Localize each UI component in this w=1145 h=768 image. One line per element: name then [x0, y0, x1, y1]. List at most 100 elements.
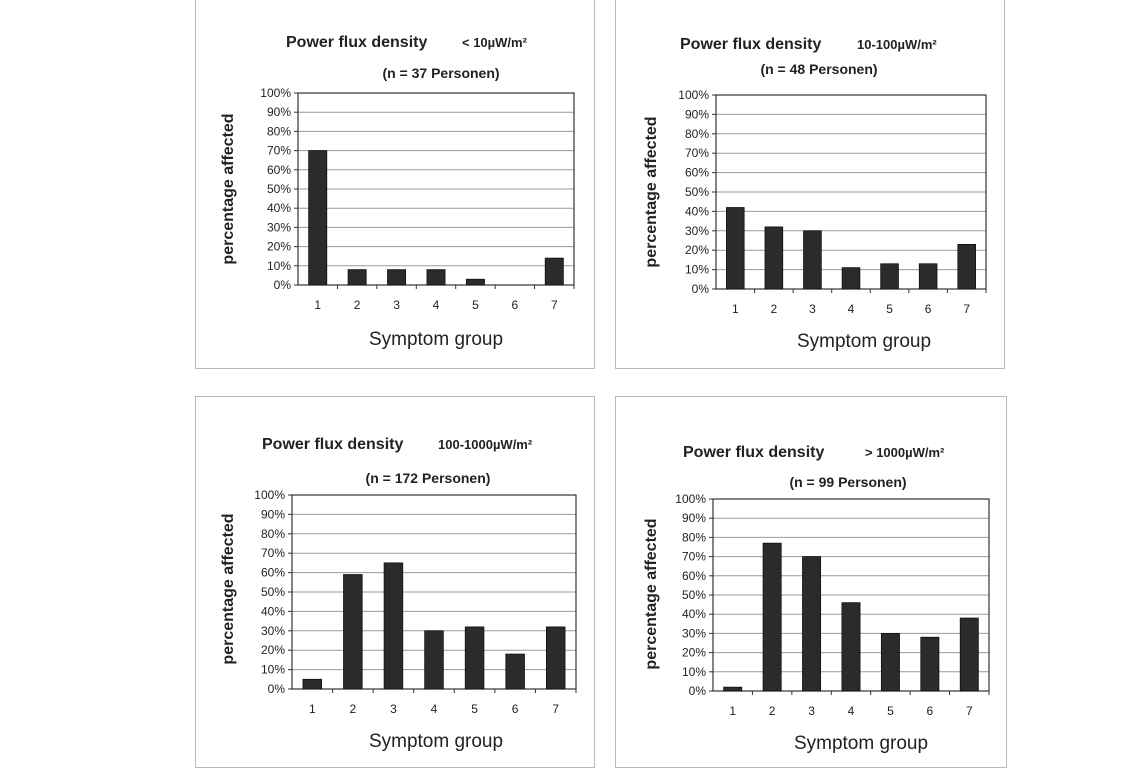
- bar: [841, 267, 861, 290]
- bar: [802, 556, 822, 692]
- y-tick-label: 80%: [685, 127, 709, 141]
- y-tick-label: 70%: [685, 146, 709, 160]
- bar: [957, 243, 976, 290]
- y-tick-label: 30%: [682, 626, 706, 640]
- y-tick-label: 40%: [685, 204, 709, 218]
- chart-title: Power flux density: [286, 34, 427, 51]
- chart-title: Power flux density: [683, 444, 824, 461]
- y-tick-label: 40%: [267, 201, 291, 215]
- y-tick-label: 50%: [261, 585, 285, 599]
- bar: [343, 574, 363, 690]
- y-tick-label: 20%: [682, 646, 706, 660]
- y-tick-label: 50%: [682, 588, 706, 602]
- x-tick-label: 3: [390, 702, 397, 716]
- y-tick-label: 100%: [678, 88, 709, 102]
- y-tick-label: 90%: [682, 511, 706, 525]
- y-tick-label: 100%: [675, 492, 706, 506]
- y-tick-label: 0%: [274, 278, 292, 292]
- x-tick-label: 1: [732, 302, 739, 316]
- x-axis-label: Symptom group: [369, 329, 503, 350]
- chart-panel-1: Power flux density < 10µW/m² (n = 37 Per…: [195, 0, 595, 369]
- x-tick-label: 6: [512, 702, 519, 716]
- y-tick-label: 90%: [261, 507, 285, 521]
- x-tick-label: 5: [472, 298, 479, 312]
- y-tick-label: 40%: [682, 607, 706, 621]
- x-tick-label: 2: [350, 702, 357, 716]
- x-tick-label: 2: [354, 298, 361, 312]
- chart-title: Power flux density: [262, 436, 403, 453]
- x-tick-label: 7: [552, 702, 559, 716]
- x-tick-label: 6: [925, 302, 932, 316]
- x-tick-label: 5: [886, 302, 893, 316]
- bar: [918, 263, 938, 290]
- y-tick-label: 10%: [261, 663, 285, 677]
- bar: [723, 686, 743, 692]
- y-tick-label: 30%: [261, 624, 285, 638]
- bar: [762, 542, 782, 692]
- bar: [383, 562, 404, 690]
- chart-svg-3: Power flux density 100-1000µW/m² (n = 17…: [220, 436, 577, 752]
- chart-title-unit: 100-1000µW/m²: [438, 437, 533, 452]
- y-tick-label: 20%: [267, 240, 291, 254]
- y-tick-label: 10%: [267, 259, 291, 273]
- bar: [387, 269, 407, 286]
- x-axis-label: Symptom group: [369, 731, 503, 752]
- bar: [464, 626, 485, 690]
- y-tick-label: 80%: [682, 530, 706, 544]
- chart-subtitle: (n = 48 Personen): [760, 61, 877, 77]
- bar: [302, 678, 323, 690]
- x-tick-label: 2: [769, 704, 776, 718]
- bar: [505, 653, 525, 690]
- y-axis-label: percentage affected: [643, 116, 660, 267]
- plot-area: 0% 10% 20% 30% 40% 50% 60% 70% 80% 90% 100% 1 2 3 4 5 6 7: [254, 488, 577, 716]
- x-tick-label: 4: [433, 298, 440, 312]
- y-tick-label: 80%: [261, 527, 285, 541]
- y-tick-label: 60%: [261, 566, 285, 580]
- y-tick-label: 100%: [260, 86, 291, 100]
- y-tick-label: 20%: [685, 243, 709, 257]
- y-tick-label: 80%: [267, 124, 291, 138]
- x-tick-label: 4: [848, 704, 855, 718]
- plot-area: 0% 10% 20% 30% 40% 50% 60% 70% 80% 90% 100% 1 2 3 4 5 6 7: [675, 492, 990, 718]
- y-tick-label: 20%: [261, 643, 285, 657]
- x-tick-label: 3: [808, 704, 815, 718]
- bar: [545, 626, 566, 690]
- x-tick-label: 7: [551, 298, 558, 312]
- x-tick-label: 1: [309, 702, 316, 716]
- chart-svg-1: Power flux density < 10µW/m² (n = 37 Per…: [220, 34, 575, 350]
- chart-title-unit: > 1000µW/m²: [865, 445, 945, 460]
- bar: [880, 632, 900, 692]
- y-tick-label: 30%: [267, 220, 291, 234]
- y-tick-label: 50%: [267, 182, 291, 196]
- x-tick-label: 5: [471, 702, 478, 716]
- y-tick-label: 60%: [685, 166, 709, 180]
- x-tick-label: 1: [729, 704, 736, 718]
- y-tick-label: 0%: [692, 282, 710, 296]
- y-tick-label: 60%: [267, 163, 291, 177]
- x-tick-label: 7: [963, 302, 970, 316]
- bar: [920, 636, 940, 692]
- x-tick-label: 2: [771, 302, 778, 316]
- plot-area: 0% 10% 20% 30% 40% 50% 60% 70% 80% 90% 100% 1 2 3 4 5 6 7: [678, 88, 987, 316]
- y-tick-label: 0%: [268, 682, 286, 696]
- x-tick-label: 4: [431, 702, 438, 716]
- bar: [308, 150, 328, 286]
- chart-panel-2: Power flux density 10-100µW/m² (n = 48 P…: [615, 0, 1005, 369]
- chart-title-unit: < 10µW/m²: [462, 35, 528, 50]
- bar: [424, 630, 444, 690]
- x-axis-label: Symptom group: [797, 331, 931, 352]
- y-tick-label: 10%: [682, 665, 706, 679]
- chart-title-unit: 10-100µW/m²: [857, 37, 937, 52]
- bar: [959, 617, 979, 692]
- chart-panel-3: Power flux density 100-1000µW/m² (n = 17…: [195, 396, 595, 768]
- y-axis-label: percentage affected: [643, 518, 660, 669]
- y-tick-label: 10%: [685, 263, 709, 277]
- bar: [880, 263, 899, 290]
- chart-panel-4: Power flux density > 1000µW/m² (n = 99 P…: [615, 396, 1007, 768]
- plot-area: 0% 10% 20% 30% 40% 50% 60% 70% 80% 90% 100% 1 2 3 4 5 6 7: [260, 86, 575, 312]
- x-tick-label: 3: [393, 298, 400, 312]
- bar: [726, 207, 745, 290]
- x-axis-label: Symptom group: [794, 733, 928, 754]
- y-tick-label: 90%: [685, 107, 709, 121]
- bar: [803, 230, 822, 290]
